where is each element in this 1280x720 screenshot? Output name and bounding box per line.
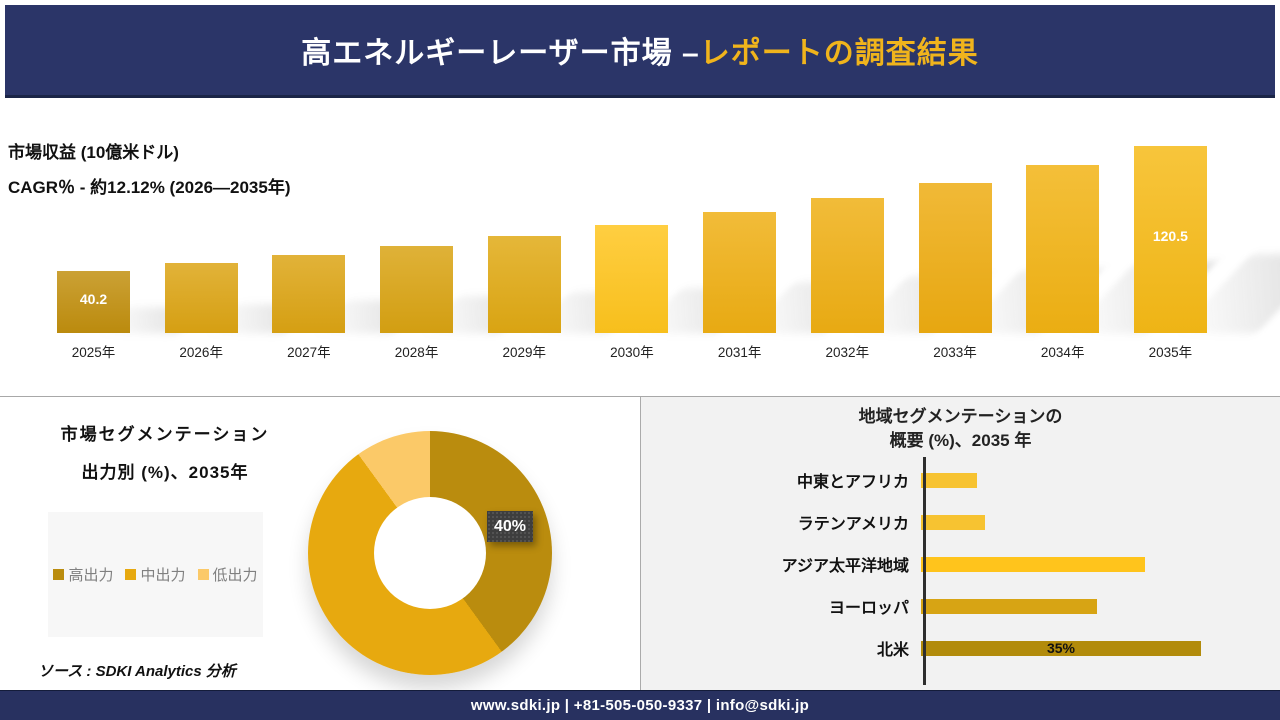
- region-label: ラテンアメリカ: [797, 516, 909, 533]
- revenue-bar-2034年: [1026, 165, 1217, 333]
- revenue-bar-2029年: [487, 236, 650, 333]
- region-bar-area: 35%: [921, 627, 1201, 669]
- year-label: 2028年: [394, 345, 439, 360]
- revenue-bar-2032年: [810, 198, 988, 333]
- legend-swatch: [125, 569, 137, 580]
- revenue-bar-2031年: [703, 212, 875, 333]
- revenue-data-label: 40.2: [79, 291, 108, 307]
- legend-label: 中出力: [140, 567, 186, 584]
- legend-item-低出力: 低出力: [197, 564, 258, 585]
- year-label: 2035年: [1148, 345, 1193, 360]
- section-divider: [0, 396, 1280, 397]
- segmentation-title-line1: 市場セグメンテーション: [60, 425, 270, 444]
- region-row-ラテンアメリカ: ラテンアメリカ: [641, 501, 1280, 543]
- revenue-bar-2028年: [380, 246, 539, 333]
- region-data-label: 35%: [1046, 640, 1076, 656]
- bar-sheen: [164, 263, 238, 333]
- year-label: 2031年: [717, 345, 762, 360]
- regional-panel: 地域セグメンテーションの 概要 (%)、2035 年 中東とアフリカ ラテンアメリ…: [640, 397, 1280, 691]
- revenue-bar-chart: 40.2 120.5: [57, 93, 1280, 333]
- year-label: 2034年: [1040, 345, 1085, 360]
- year-label: 2029年: [502, 345, 547, 360]
- revenue-chart-cagr: CAGR％ - 約12.12% (2026―2035年): [8, 178, 291, 197]
- bar-sheen: [380, 246, 454, 333]
- region-bar-area: [921, 585, 1097, 627]
- power-donut-chart: [308, 431, 552, 675]
- legend-swatch: [53, 569, 65, 580]
- revenue-chart-title: 市場収益 (10億米ドル): [8, 143, 179, 162]
- revenue-x-axis-labels: 2025年 2026年 2027年 2028年 2029年 2030年 2031年 2032年…: [57, 341, 1207, 361]
- year-label: 2025年: [71, 345, 116, 360]
- year-label: 2030年: [610, 345, 654, 360]
- bar-sheen: [1133, 146, 1207, 333]
- legend-item-高出力: 高出力: [53, 564, 113, 585]
- revenue-bar-2035年: 120.5: [1133, 146, 1280, 333]
- region-bar-area: [921, 543, 1145, 585]
- regional-title-line2: 概要 (%)、2035 年: [889, 431, 1032, 450]
- report-header: 高エネルギーレーザー市場 – レポートの調査結果: [5, 5, 1275, 98]
- region-bar-中東とアフリカ: [921, 472, 977, 488]
- revenue-bar-2025年: 40.2: [57, 271, 206, 333]
- contact-footer-text: www.sdki.jp | +81-505-050-9337 | info@sd…: [470, 697, 810, 714]
- bar-sheen: [57, 271, 130, 333]
- segmentation-title-line2: 出力別 (%)、2035年: [81, 463, 249, 482]
- region-bar-ラテンアメリカ: [921, 514, 985, 530]
- donut-data-label: 40%: [487, 511, 533, 542]
- regional-title-line1: 地域セグメンテーションの: [858, 407, 1063, 426]
- segmentation-legend-panel: 高出力 中出力 低出力: [48, 512, 263, 637]
- legend-label: 高出力: [68, 567, 114, 584]
- revenue-data-label: 120.5: [1152, 228, 1188, 244]
- bar-sheen: [1026, 165, 1100, 333]
- year-label: 2026年: [179, 345, 223, 360]
- region-bar-area: [921, 501, 985, 543]
- region-row-中東とアフリカ: 中東とアフリカ: [641, 459, 1280, 501]
- revenue-bar-2030年: [595, 225, 762, 333]
- bar-sheen: [595, 225, 669, 333]
- legend-swatch: [197, 569, 209, 580]
- region-bar-アジア太平洋地域: [921, 556, 1145, 572]
- region-label: 中東とアフリカ: [796, 474, 909, 491]
- regional-bar-chart: 中東とアフリカ ラテンアメリカアジア太平洋地域ヨーロッパ北米 35%: [641, 459, 1280, 669]
- region-row-アジア太平洋地域: アジア太平洋地域: [641, 543, 1280, 585]
- legend-item-中出力: 中出力: [125, 564, 186, 585]
- report-title-accent: レポートの調査結果: [699, 37, 979, 70]
- bar-sheen: [272, 255, 346, 333]
- year-label: 2032年: [825, 345, 870, 360]
- revenue-bar-2026年: [164, 263, 317, 333]
- report-title-main: 高エネルギーレーザー市場 –: [301, 37, 700, 70]
- bar-sheen: [810, 198, 884, 333]
- source-attribution: ソース : SDKI Analytics 分析: [38, 663, 236, 680]
- bar-sheen: [487, 236, 561, 333]
- region-row-ヨーロッパ: ヨーロッパ: [641, 585, 1280, 627]
- region-label: アジア太平洋地域: [781, 558, 909, 575]
- region-label: 北米: [876, 642, 909, 659]
- revenue-bar-2027年: [272, 255, 428, 333]
- region-bar-北米: 35%: [921, 640, 1201, 656]
- donut-hole: [374, 497, 486, 609]
- regional-chart-title: 地域セグメンテーションの 概要 (%)、2035 年: [641, 405, 1280, 453]
- revenue-bar-2033年: [918, 183, 1102, 333]
- year-label: 2033年: [933, 345, 977, 360]
- region-bar-area: [921, 459, 977, 501]
- contact-footer: www.sdki.jp | +81-505-050-9337 | info@sd…: [0, 690, 1280, 720]
- region-bar-ヨーロッパ: [921, 598, 1097, 614]
- segmentation-legend: 高出力 中出力 低出力: [53, 564, 258, 585]
- regional-y-axis-line: [923, 457, 926, 685]
- bar-sheen: [918, 183, 992, 333]
- year-label: 2027年: [287, 345, 331, 360]
- bar-sheen: [703, 212, 777, 333]
- region-row-北米: 北米 35%: [641, 627, 1280, 669]
- legend-label: 低出力: [212, 567, 258, 584]
- region-label: ヨーロッパ: [828, 600, 909, 617]
